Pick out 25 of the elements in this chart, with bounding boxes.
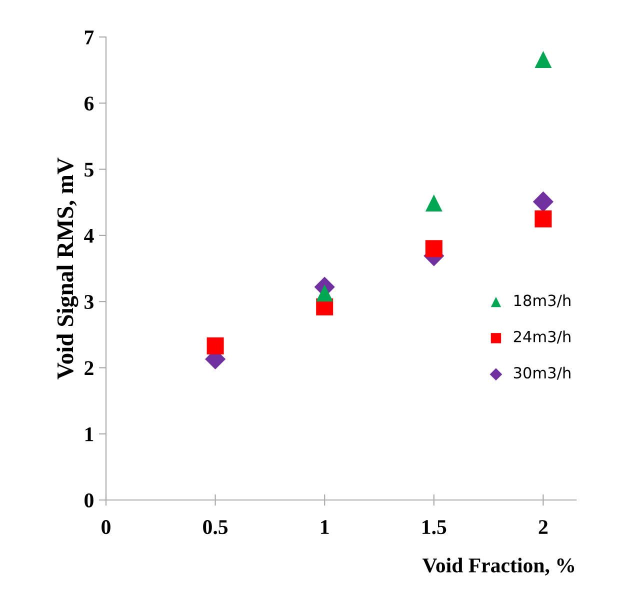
y-tick-label: 5 xyxy=(84,162,94,177)
point xyxy=(534,210,552,228)
point xyxy=(316,284,334,302)
legend-label: 30m3/h xyxy=(514,366,570,380)
y-tick-label: 0 xyxy=(84,493,94,508)
x-tick-label: 0 xyxy=(102,520,110,534)
y-tick-label: 4 xyxy=(84,228,94,243)
x-tick-label: 2 xyxy=(538,520,548,534)
x-tick-label: 1 xyxy=(321,520,329,534)
point xyxy=(425,194,442,212)
y-axis-title: Void Signal RMS, mV xyxy=(56,158,78,380)
y-tick-label: 3 xyxy=(84,295,94,310)
y-tick-label: 2 xyxy=(84,361,94,375)
point xyxy=(532,191,554,212)
point xyxy=(206,337,224,354)
point xyxy=(425,240,442,258)
y-tick-label: 6 xyxy=(84,96,94,111)
point xyxy=(534,50,552,68)
x-tick-label: 0.5 xyxy=(203,520,228,534)
legend-label: 24m3/h xyxy=(514,330,570,344)
x-axis-title: Void Fraction, % xyxy=(422,558,574,576)
y-tick-label: 7 xyxy=(84,30,94,44)
y-tick-label: 1 xyxy=(85,427,94,442)
x-tick-label: 1.5 xyxy=(422,520,446,534)
legend-label: 18m3/h xyxy=(514,294,570,308)
